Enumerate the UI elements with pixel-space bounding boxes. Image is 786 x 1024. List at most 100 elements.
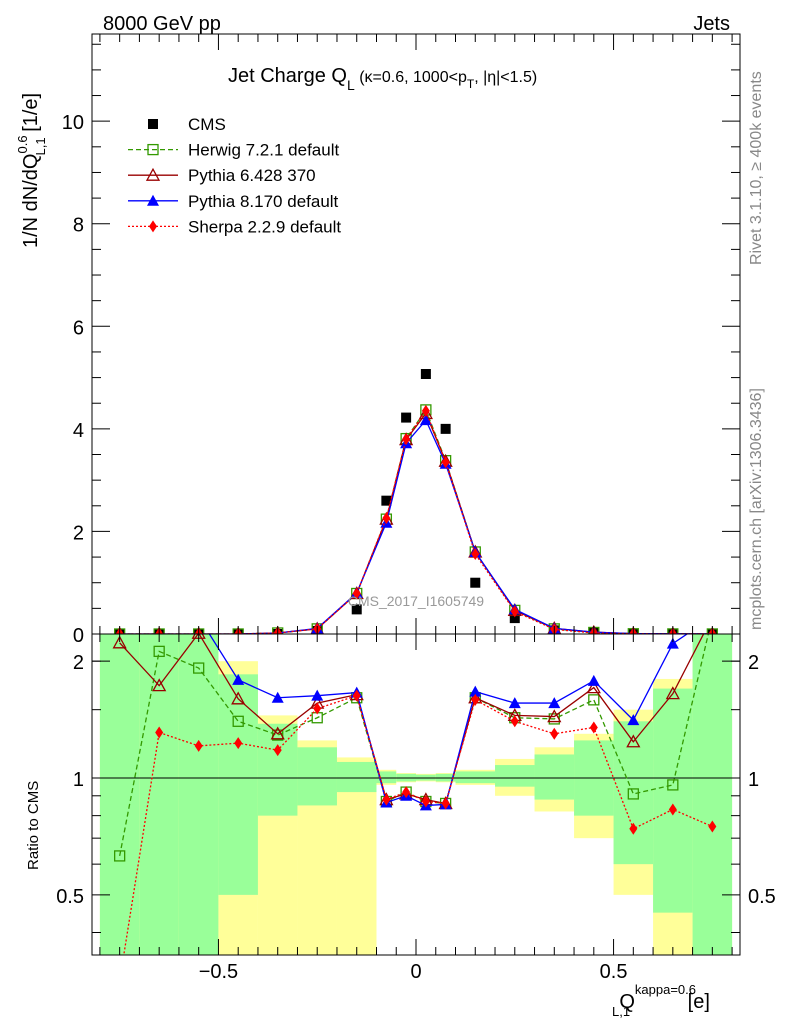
pythia-8-170-default-ratio-point — [706, 611, 718, 622]
mcplots-text: mcplots.cern.ch [arXiv:1306.3436] — [748, 388, 765, 630]
sherpa-2-2-9-default-main-point — [421, 404, 430, 417]
cms-main-point — [351, 604, 362, 615]
ylabel-sup: 0.6 — [15, 135, 30, 153]
legend-label-cms: CMS — [188, 115, 226, 134]
pythia-8-170-default-main-line — [119, 418, 713, 634]
sherpa-2-2-9-default-ratio-point — [352, 689, 361, 702]
ratio-y-tick-label-right: 0.5 — [748, 886, 776, 908]
legend-marker-pythia-6-428-370 — [145, 167, 161, 181]
main-y-axis-label: 1/N dN/dQ0.6 L,1 [1/e] — [15, 93, 48, 248]
ylabel-unit: [1/e] — [20, 93, 42, 137]
legend-marker-pythia-8-170-default — [147, 194, 159, 206]
main-y-tick-label: 0 — [73, 625, 84, 647]
rivet-version-text: Rivet 3.1.10, ≥ 400k events — [748, 71, 765, 265]
ratio-y-tick-label-right: 1 — [748, 769, 759, 791]
pythia-8-170-default-ratio-point — [508, 697, 521, 709]
stat-uncertainty-band — [218, 674, 258, 895]
main-y-tick-label: 4 — [73, 420, 84, 442]
x-tick-label: 0 — [410, 961, 421, 983]
stat-uncertainty-band — [455, 771, 496, 784]
pythia-6-428-370-ratio-point — [547, 709, 562, 723]
cms-main-point — [509, 613, 520, 624]
plot-title-sub: L — [347, 77, 355, 93]
ylabel-sub: L,1 — [33, 137, 48, 155]
legend-label-pythia-6-428-370: Pythia 6.428 370 — [188, 166, 316, 185]
cms-main-point — [420, 369, 431, 379]
cms-main-point — [381, 495, 392, 506]
sherpa-2-2-9-default-main-point — [402, 433, 411, 446]
herwig-7-2-1-default-ratio-point — [667, 779, 679, 791]
sherpa-2-2-9-default-ratio-point — [155, 726, 164, 739]
ratio-y-tick-label: 2 — [73, 652, 84, 674]
plot-title: Jet Charge QL (κ=0.6, 1000<pT, |η|<1.5) — [228, 65, 537, 93]
sherpa-2-2-9-default-ratio-point — [471, 693, 480, 706]
stat-uncertainty-band — [178, 634, 219, 955]
pythia-6-428-370-ratio-point — [626, 734, 641, 748]
pythia-6-428-370-ratio-point — [586, 680, 601, 694]
stat-uncertainty-band — [653, 688, 693, 913]
main-y-tick-label: 10 — [62, 112, 84, 134]
stat-uncertainty-band — [534, 754, 575, 800]
sherpa-2-2-9-default-ratio-point — [589, 721, 598, 734]
xlabel-main: Q — [619, 991, 635, 1013]
pythia-8-170-default-ratio-point — [193, 611, 205, 622]
main-y-tick-label: 6 — [73, 317, 84, 339]
sherpa-2-2-9-default-ratio-point — [313, 702, 322, 715]
sherpa-2-2-9-default-main-point — [382, 512, 391, 525]
stat-uncertainty-band — [376, 771, 397, 784]
sherpa-2-2-9-default-main-point — [352, 587, 361, 600]
pythia-8-170-default-ratio-point — [666, 637, 679, 649]
xlabel-sub: L,1 — [612, 1004, 630, 1019]
sherpa-2-2-9-default-ratio-point — [441, 797, 450, 810]
sherpa-2-2-9-default-ratio-point — [550, 727, 559, 740]
pythia-6-428-370-ratio-point — [270, 726, 285, 740]
stat-uncertainty-band — [495, 765, 535, 787]
sherpa-2-2-9-default-ratio-point — [402, 786, 411, 799]
header-right: Jets — [693, 13, 730, 35]
sherpa-2-2-9-default-main-point — [471, 548, 480, 560]
ratio-plot-series — [112, 611, 718, 987]
cms-main-point — [401, 412, 412, 423]
pythia-8-170-default-main-point — [419, 414, 432, 426]
sherpa-2-2-9-default-ratio-point — [668, 803, 677, 816]
ylabel-main: 1/N dN/dQ — [20, 154, 42, 248]
sherpa-2-2-9-default-ratio-point — [116, 975, 124, 987]
x-axis-label: Qkappa=0.6 L,1 [e] — [612, 982, 710, 1019]
stat-uncertainty-band — [139, 634, 179, 955]
sherpa-2-2-9-default-ratio-point — [234, 737, 243, 750]
herwig-7-2-1-default-ratio-point — [588, 694, 600, 706]
herwig-7-2-1-default-ratio-point — [193, 662, 205, 674]
cms-main-point — [440, 423, 451, 434]
stat-uncertainty-band — [336, 761, 377, 793]
sherpa-2-2-9-default-ratio-point — [510, 715, 519, 728]
herwig-7-2-1-default-ratio-point — [627, 788, 639, 800]
pythia-6-428-370-ratio-point — [706, 611, 718, 622]
main-y-tick-label: 2 — [73, 522, 84, 544]
pythia-6-428-370-ratio-point — [231, 691, 246, 705]
legend-label-pythia-8-170-default: Pythia 8.170 default — [188, 192, 339, 211]
pythia-8-170-default-ratio-point — [627, 714, 640, 726]
plot-title-rest: (κ=0.6, 1000<p — [355, 69, 467, 86]
xlabel-unit: [e] — [682, 991, 710, 1013]
pythia-8-170-default-ratio-point — [311, 689, 324, 701]
sherpa-2-2-9-default-ratio-point — [194, 739, 203, 752]
stat-uncertainty-band — [99, 634, 140, 955]
xlabel-sup: kappa=0.6 — [635, 982, 696, 997]
sherpa-2-2-9-default-main-point — [510, 605, 519, 618]
herwig-7-2-1-default-ratio-point — [272, 729, 284, 741]
legend-label-herwig-7-2-1-default: Herwig 7.2.1 default — [188, 141, 339, 160]
pythia-6-428-370-ratio-point — [665, 686, 680, 700]
stat-uncertainty-band — [692, 634, 733, 955]
sherpa-2-2-9-default-ratio-point — [708, 820, 717, 833]
x-tick-label: 0.5 — [600, 961, 628, 983]
legend-marker-cms — [148, 119, 158, 129]
legend-marker-sherpa-2-2-9-default — [149, 220, 157, 233]
cms-main-point — [470, 577, 481, 588]
sherpa-2-2-9-default-main-point — [441, 456, 450, 469]
plot-title-main: Jet Charge Q — [228, 65, 347, 87]
pythia-8-170-default-ratio-point — [271, 691, 284, 703]
plot-title-sub2: T — [467, 77, 475, 91]
herwig-7-2-1-default-ratio-point — [707, 612, 717, 622]
sherpa-2-2-9-default-ratio-point — [629, 822, 638, 835]
